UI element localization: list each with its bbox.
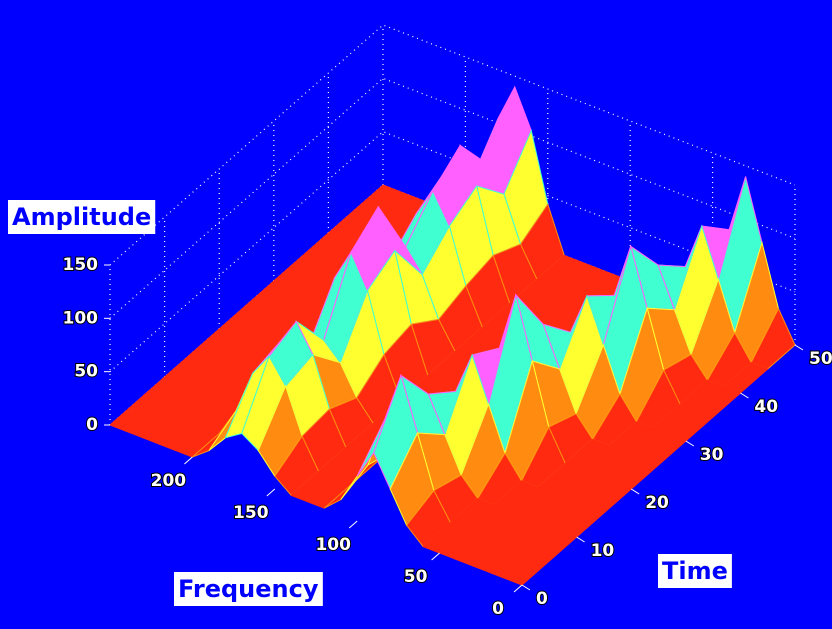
y-tick-label: 30 [700,445,724,465]
z-tick-label: 100 [63,308,99,328]
y-tick-label: 50 [809,349,832,369]
y-tick-label: 10 [591,541,615,561]
x-tick-label: 200 [151,471,187,491]
z-tick-label: 0 [86,415,98,435]
y-axis-label: Time [658,554,732,588]
surface-patch [504,554,551,586]
y-tick [576,536,585,543]
z-tick-label: 150 [63,255,99,275]
x-label: Frequency [178,575,319,603]
x-tick [266,488,276,497]
x-tick [348,520,358,529]
y-tick [630,488,640,495]
y-label: Time [662,557,728,585]
x-tick-label: 0 [492,599,504,619]
y-tick [794,344,804,351]
z-axis-label: Amplitude [8,200,156,234]
x-tick-label: 50 [404,567,428,587]
ticks: 0 50 100 150 0 50 100 150 200 0 10 20 30 40 50 [62,254,832,620]
y-tick-label: 40 [754,397,778,417]
x-tick-label: 100 [315,535,351,555]
z-label: Amplitude [12,203,151,231]
y-tick [521,584,531,591]
x-tick-label: 150 [233,503,269,523]
z-tick-label: 50 [74,362,98,382]
x-axis-label: Frequency [174,572,323,606]
label-box [8,200,156,234]
y-tick-label: 0 [536,589,548,609]
y-tick [685,440,695,447]
label-box [658,554,732,588]
x-tick [184,456,193,465]
label-box [174,572,323,606]
x-tick [513,584,523,593]
surface [109,85,796,586]
y-tick-label: 20 [645,493,669,513]
x-tick [431,552,440,561]
y-tick [740,392,749,399]
